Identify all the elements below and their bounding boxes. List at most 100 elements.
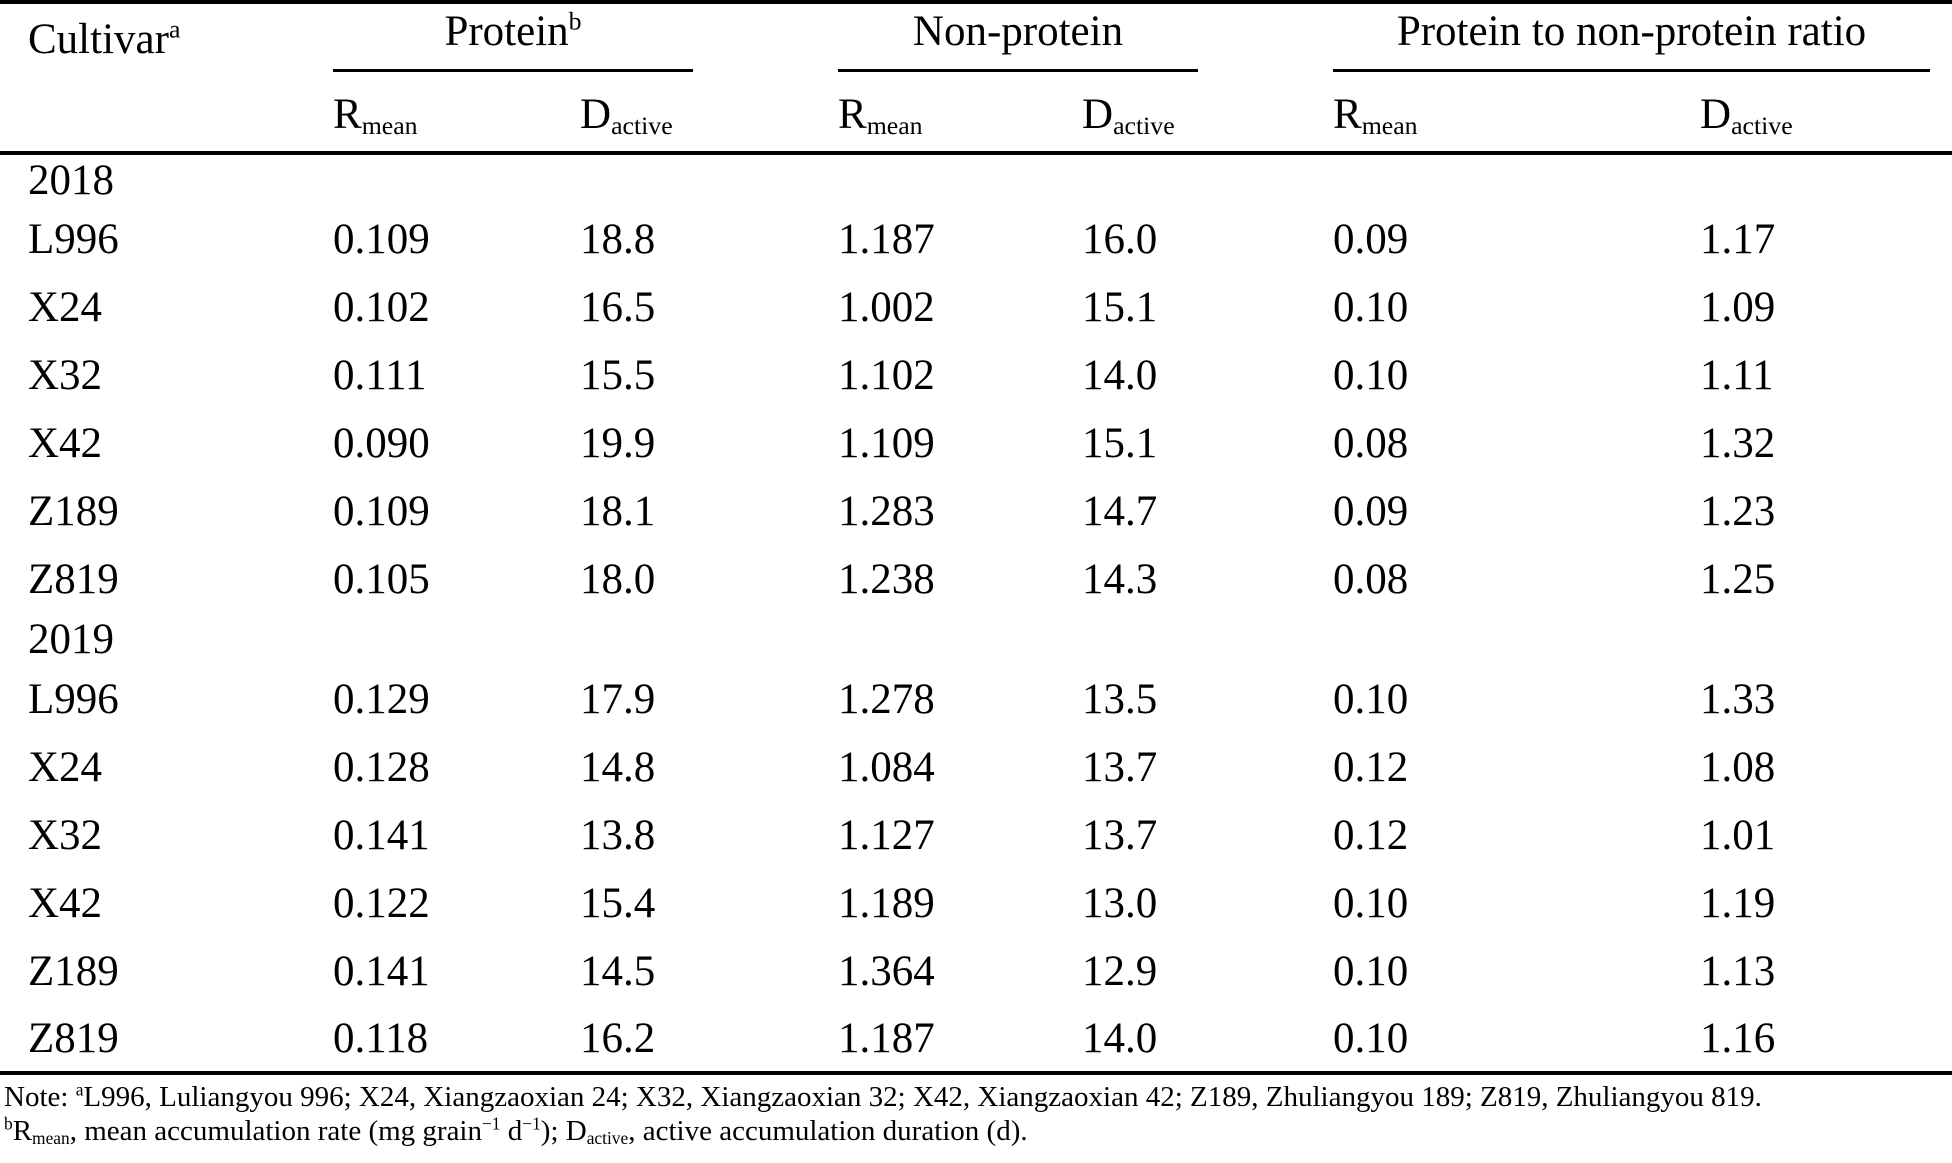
value-cell: 14.0 <box>1082 1014 1158 1062</box>
value-cell: 0.105 <box>333 555 430 603</box>
note-2-d-sub: active <box>586 1127 629 1148</box>
group-header-protein: Proteinb <box>333 2 838 90</box>
value-cell: 1.187 <box>838 1014 935 1062</box>
table-row: X24 0.128 14.8 1.084 13.7 0.12 1.08 <box>0 733 1952 801</box>
value-cell: 18.1 <box>580 487 656 535</box>
value-cell: 0.10 <box>1333 1014 1409 1062</box>
note-line-2: bRmean, mean accumulation rate (mg grain… <box>4 1114 1952 1148</box>
note-2-seg1: , mean accumulation rate (mg grain <box>69 1115 482 1147</box>
value-cell: 16.2 <box>580 1014 656 1062</box>
value-cell: 0.090 <box>333 419 430 467</box>
group-header-non-protein: Non-protein <box>838 2 1333 90</box>
value-cell: 13.8 <box>580 811 656 859</box>
note-2-r: R <box>12 1115 33 1147</box>
value-cell: 0.128 <box>333 743 430 791</box>
group-header-protein-label: Protein <box>444 8 569 55</box>
value-cell: 1.109 <box>838 419 935 467</box>
value-cell: 0.109 <box>333 487 430 535</box>
data-table: Cultivara Proteinb Non-protein Protein t… <box>0 0 1952 1075</box>
note-2-exp1: −1 <box>482 1113 501 1134</box>
value-cell: 0.141 <box>333 947 430 995</box>
group-header-ratio: Protein to non-protein ratio <box>1333 2 1952 90</box>
value-cell: 1.283 <box>838 487 935 535</box>
value-cell: 0.109 <box>333 215 430 263</box>
cultivar-cell: Z819 <box>28 555 119 603</box>
table-row: L996 0.129 17.9 1.278 13.5 0.10 1.33 <box>0 665 1952 733</box>
value-cell: 1.187 <box>838 215 935 263</box>
r-subscript: mean <box>361 110 418 140</box>
value-cell: 15.4 <box>580 879 656 927</box>
value-cell: 0.10 <box>1333 879 1409 927</box>
value-cell: 14.3 <box>1082 555 1158 603</box>
cultivar-cell: X42 <box>28 879 103 927</box>
value-cell: 1.01 <box>1700 811 1776 859</box>
value-cell: 1.189 <box>838 879 935 927</box>
value-cell: 1.17 <box>1700 215 1776 263</box>
subheader-ratio-dactive: Dactive <box>1700 90 1952 155</box>
value-cell: 0.12 <box>1333 743 1409 791</box>
value-cell: 1.102 <box>838 351 935 399</box>
value-cell: 0.09 <box>1333 487 1409 535</box>
cultivar-header: Cultivara <box>0 2 333 155</box>
cultivar-cell: L996 <box>28 215 119 263</box>
table-row: Z189 0.109 18.1 1.283 14.7 0.09 1.23 <box>0 477 1952 545</box>
value-cell: 12.9 <box>1082 947 1158 995</box>
value-cell: 1.25 <box>1700 555 1776 603</box>
footnote-a-marker: a <box>75 1079 84 1100</box>
table-row: X42 0.122 15.4 1.189 13.0 0.10 1.19 <box>0 869 1952 937</box>
cultivar-cell: Z189 <box>28 947 119 995</box>
value-cell: 1.19 <box>1700 879 1776 927</box>
value-cell: 1.33 <box>1700 675 1776 723</box>
table-row: Z819 0.105 18.0 1.238 14.3 0.08 1.25 <box>0 545 1952 613</box>
cultivar-cell: X24 <box>28 743 103 791</box>
value-cell: 0.09 <box>1333 215 1409 263</box>
year-section-row: 2019 <box>0 613 1952 665</box>
r-label: R <box>838 91 867 138</box>
value-cell: 13.0 <box>1082 879 1158 927</box>
value-cell: 1.13 <box>1700 947 1776 995</box>
subheader-ratio-rmean: Rmean <box>1333 90 1700 155</box>
value-cell: 0.08 <box>1333 419 1409 467</box>
footnote-b-marker: b <box>4 1113 13 1134</box>
table-row: L996 0.109 18.8 1.187 16.0 0.09 1.17 <box>0 205 1952 273</box>
value-cell: 14.0 <box>1082 351 1158 399</box>
value-cell: 0.10 <box>1333 351 1409 399</box>
header-row-sub: Rmean Dactive Rmean Dactive Rmean Dactiv… <box>0 90 1952 155</box>
value-cell: 0.08 <box>1333 555 1409 603</box>
table-row: Z819 0.118 16.2 1.187 14.0 0.10 1.16 <box>0 1005 1952 1073</box>
value-cell: 16.0 <box>1082 215 1158 263</box>
note-2-exp2: −1 <box>522 1113 541 1134</box>
value-cell: 14.8 <box>580 743 656 791</box>
value-cell: 1.09 <box>1700 283 1776 331</box>
table-row: X32 0.141 13.8 1.127 13.7 0.12 1.01 <box>0 801 1952 869</box>
cultivar-footnote-marker: a <box>168 14 181 44</box>
value-cell: 0.102 <box>333 283 430 331</box>
cultivar-cell: X42 <box>28 419 103 467</box>
value-cell: 14.7 <box>1082 487 1158 535</box>
table-notes: Note: aL996, Luliangyou 996; X24, Xiangz… <box>0 1080 1952 1148</box>
value-cell: 13.7 <box>1082 743 1158 791</box>
value-cell: 16.5 <box>580 283 656 331</box>
value-cell: 1.16 <box>1700 1014 1776 1062</box>
subheader-protein-dactive: Dactive <box>580 90 838 155</box>
value-cell: 1.08 <box>1700 743 1776 791</box>
r-subscript: mean <box>1361 110 1418 140</box>
r-label: R <box>1333 91 1362 138</box>
group-header-ratio-label: Protein to non-protein ratio <box>1396 8 1867 55</box>
cultivar-cell: L996 <box>28 675 119 723</box>
r-label: R <box>333 91 362 138</box>
value-cell: 1.23 <box>1700 487 1776 535</box>
year-label: 2018 <box>28 156 114 204</box>
value-cell: 0.111 <box>333 351 427 399</box>
cultivar-cell: X32 <box>28 811 103 859</box>
value-cell: 17.9 <box>580 675 656 723</box>
table-row: X42 0.090 19.9 1.109 15.1 0.08 1.32 <box>0 409 1952 477</box>
value-cell: 1.127 <box>838 811 935 859</box>
note-prefix: Note: <box>4 1081 76 1113</box>
value-cell: 1.238 <box>838 555 935 603</box>
note-2-seg2: d <box>500 1115 523 1147</box>
protein-footnote-marker: b <box>568 6 582 36</box>
subheader-nonprotein-rmean: Rmean <box>838 90 1082 155</box>
value-cell: 0.141 <box>333 811 430 859</box>
value-cell: 15.1 <box>1082 283 1158 331</box>
